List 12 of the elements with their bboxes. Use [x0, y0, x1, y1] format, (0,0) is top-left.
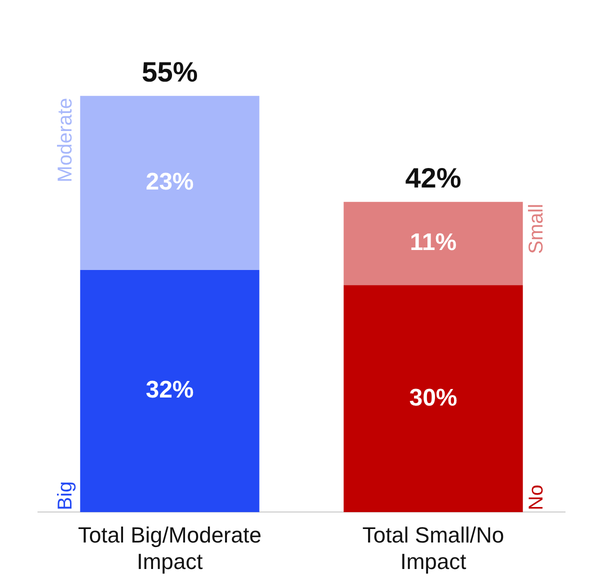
total-label: 42% [405, 162, 462, 194]
text: Small [525, 204, 548, 254]
total-label: 55% [142, 56, 198, 88]
data-label: 30% [409, 384, 458, 412]
data-label: 32% [146, 376, 194, 404]
text: Moderate [54, 98, 77, 182]
data-label: 23% [146, 168, 194, 196]
x-tick-label: Total Big/Moderate Impact [78, 522, 262, 574]
text: No [525, 484, 548, 510]
x-tick-label: Total Small/No Impact [362, 522, 504, 574]
data-label: 11% [410, 229, 457, 256]
text: Big [54, 481, 77, 510]
